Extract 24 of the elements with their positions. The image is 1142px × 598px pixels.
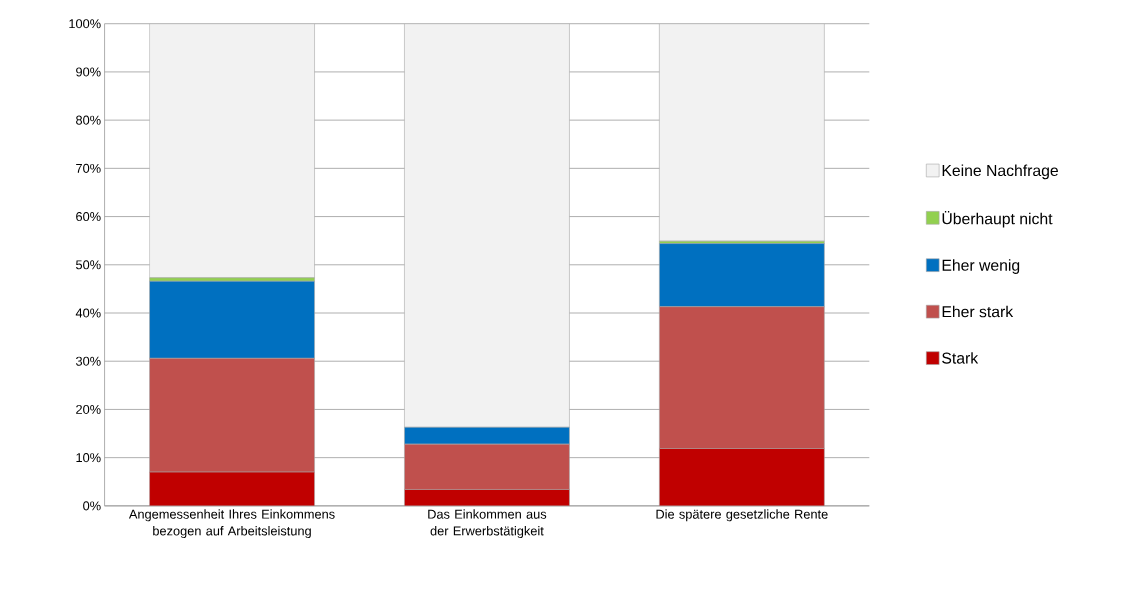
x-tick-label: Die spätere gesetzliche Rente <box>656 509 828 522</box>
bar <box>149 23 315 279</box>
y-tick-label: 70% <box>76 163 101 174</box>
legend-label: Stark <box>942 352 979 364</box>
y-tick-label: 80% <box>76 115 101 125</box>
y-tick-label: 50% <box>76 260 101 270</box>
x-tick-label: Angemessenheit Ihres Einkommens bezogen auf Arbeitsleistung <box>128 509 335 539</box>
y-tick-label: 60% <box>76 212 101 222</box>
y-tick-label: 100% <box>69 19 101 29</box>
y-tick-label: 20% <box>76 405 101 415</box>
legend-label: Überhaupt nicht <box>942 211 1053 228</box>
y-tick-label: 30% <box>75 356 101 366</box>
bar <box>149 471 315 506</box>
legend-label: Eher stark <box>942 305 1014 318</box>
bar <box>659 448 825 506</box>
y-tick-label: 40% <box>75 308 101 318</box>
bar <box>659 23 825 242</box>
legend-label: Eher wenig <box>942 259 1020 275</box>
legend-label: Keine Nachfrage <box>942 164 1058 180</box>
x-tick-label: Das Einkommen aus der Erwerbstätigkeit <box>428 509 547 539</box>
y-tick-label: 90% <box>76 67 101 77</box>
bar <box>404 489 570 506</box>
y-tick-label: 10% <box>76 453 101 463</box>
y-tick-label: 0% <box>83 501 101 511</box>
